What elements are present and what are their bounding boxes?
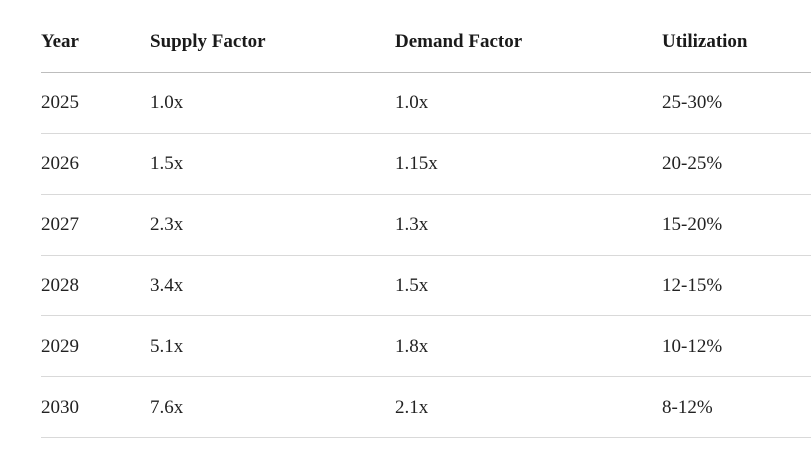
table-cell: 15-20% bbox=[662, 214, 723, 235]
row-rule bbox=[41, 193, 811, 195]
table-cell: 2029 bbox=[41, 336, 79, 357]
table-cell: 1.15x bbox=[395, 153, 438, 174]
table-cell: 3.4x bbox=[150, 275, 184, 296]
header-cell: Demand Factor bbox=[395, 31, 523, 52]
table-cell: 10-12% bbox=[662, 336, 723, 357]
table-cell: 2028 bbox=[41, 275, 79, 296]
row-rule bbox=[41, 376, 811, 378]
row-rule bbox=[41, 254, 811, 256]
table-cell: 7.6x bbox=[150, 397, 184, 418]
table-cell: 25-30% bbox=[662, 92, 723, 113]
table-cell: 2025 bbox=[41, 92, 79, 113]
table-cell: 2.1x bbox=[395, 397, 429, 418]
table-cell: 2030 bbox=[41, 397, 79, 418]
header-cell: Supply Factor bbox=[150, 31, 266, 52]
table-cell: 1.0x bbox=[150, 92, 184, 113]
table-cell: 2.3x bbox=[150, 214, 184, 235]
table-cell: 2026 bbox=[41, 153, 79, 174]
row-rule bbox=[41, 133, 811, 134]
table-cell: 1.5x bbox=[395, 275, 429, 296]
row-rule bbox=[41, 315, 811, 317]
header-cell: Utilization bbox=[662, 31, 748, 52]
row-rule bbox=[41, 437, 811, 438]
table-cell: 8-12% bbox=[662, 397, 713, 418]
table-cell: 1.8x bbox=[395, 336, 429, 357]
table-cell: 1.0x bbox=[395, 92, 429, 113]
header-rule bbox=[41, 72, 811, 73]
table-cell: 1.5x bbox=[150, 153, 184, 174]
table-cell: 12-15% bbox=[662, 275, 723, 296]
table-cell: 1.3x bbox=[395, 214, 429, 235]
header-cell: Year bbox=[41, 31, 79, 52]
table-cell: 5.1x bbox=[150, 336, 184, 357]
table-cell: 20-25% bbox=[662, 153, 723, 174]
table-cell: 2027 bbox=[41, 214, 79, 235]
